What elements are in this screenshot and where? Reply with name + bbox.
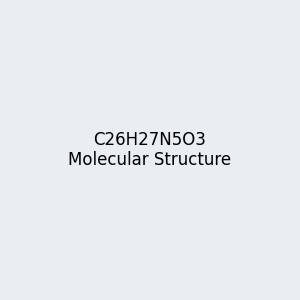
Text: C26H27N5O3
Molecular Structure: C26H27N5O3 Molecular Structure xyxy=(68,130,232,170)
